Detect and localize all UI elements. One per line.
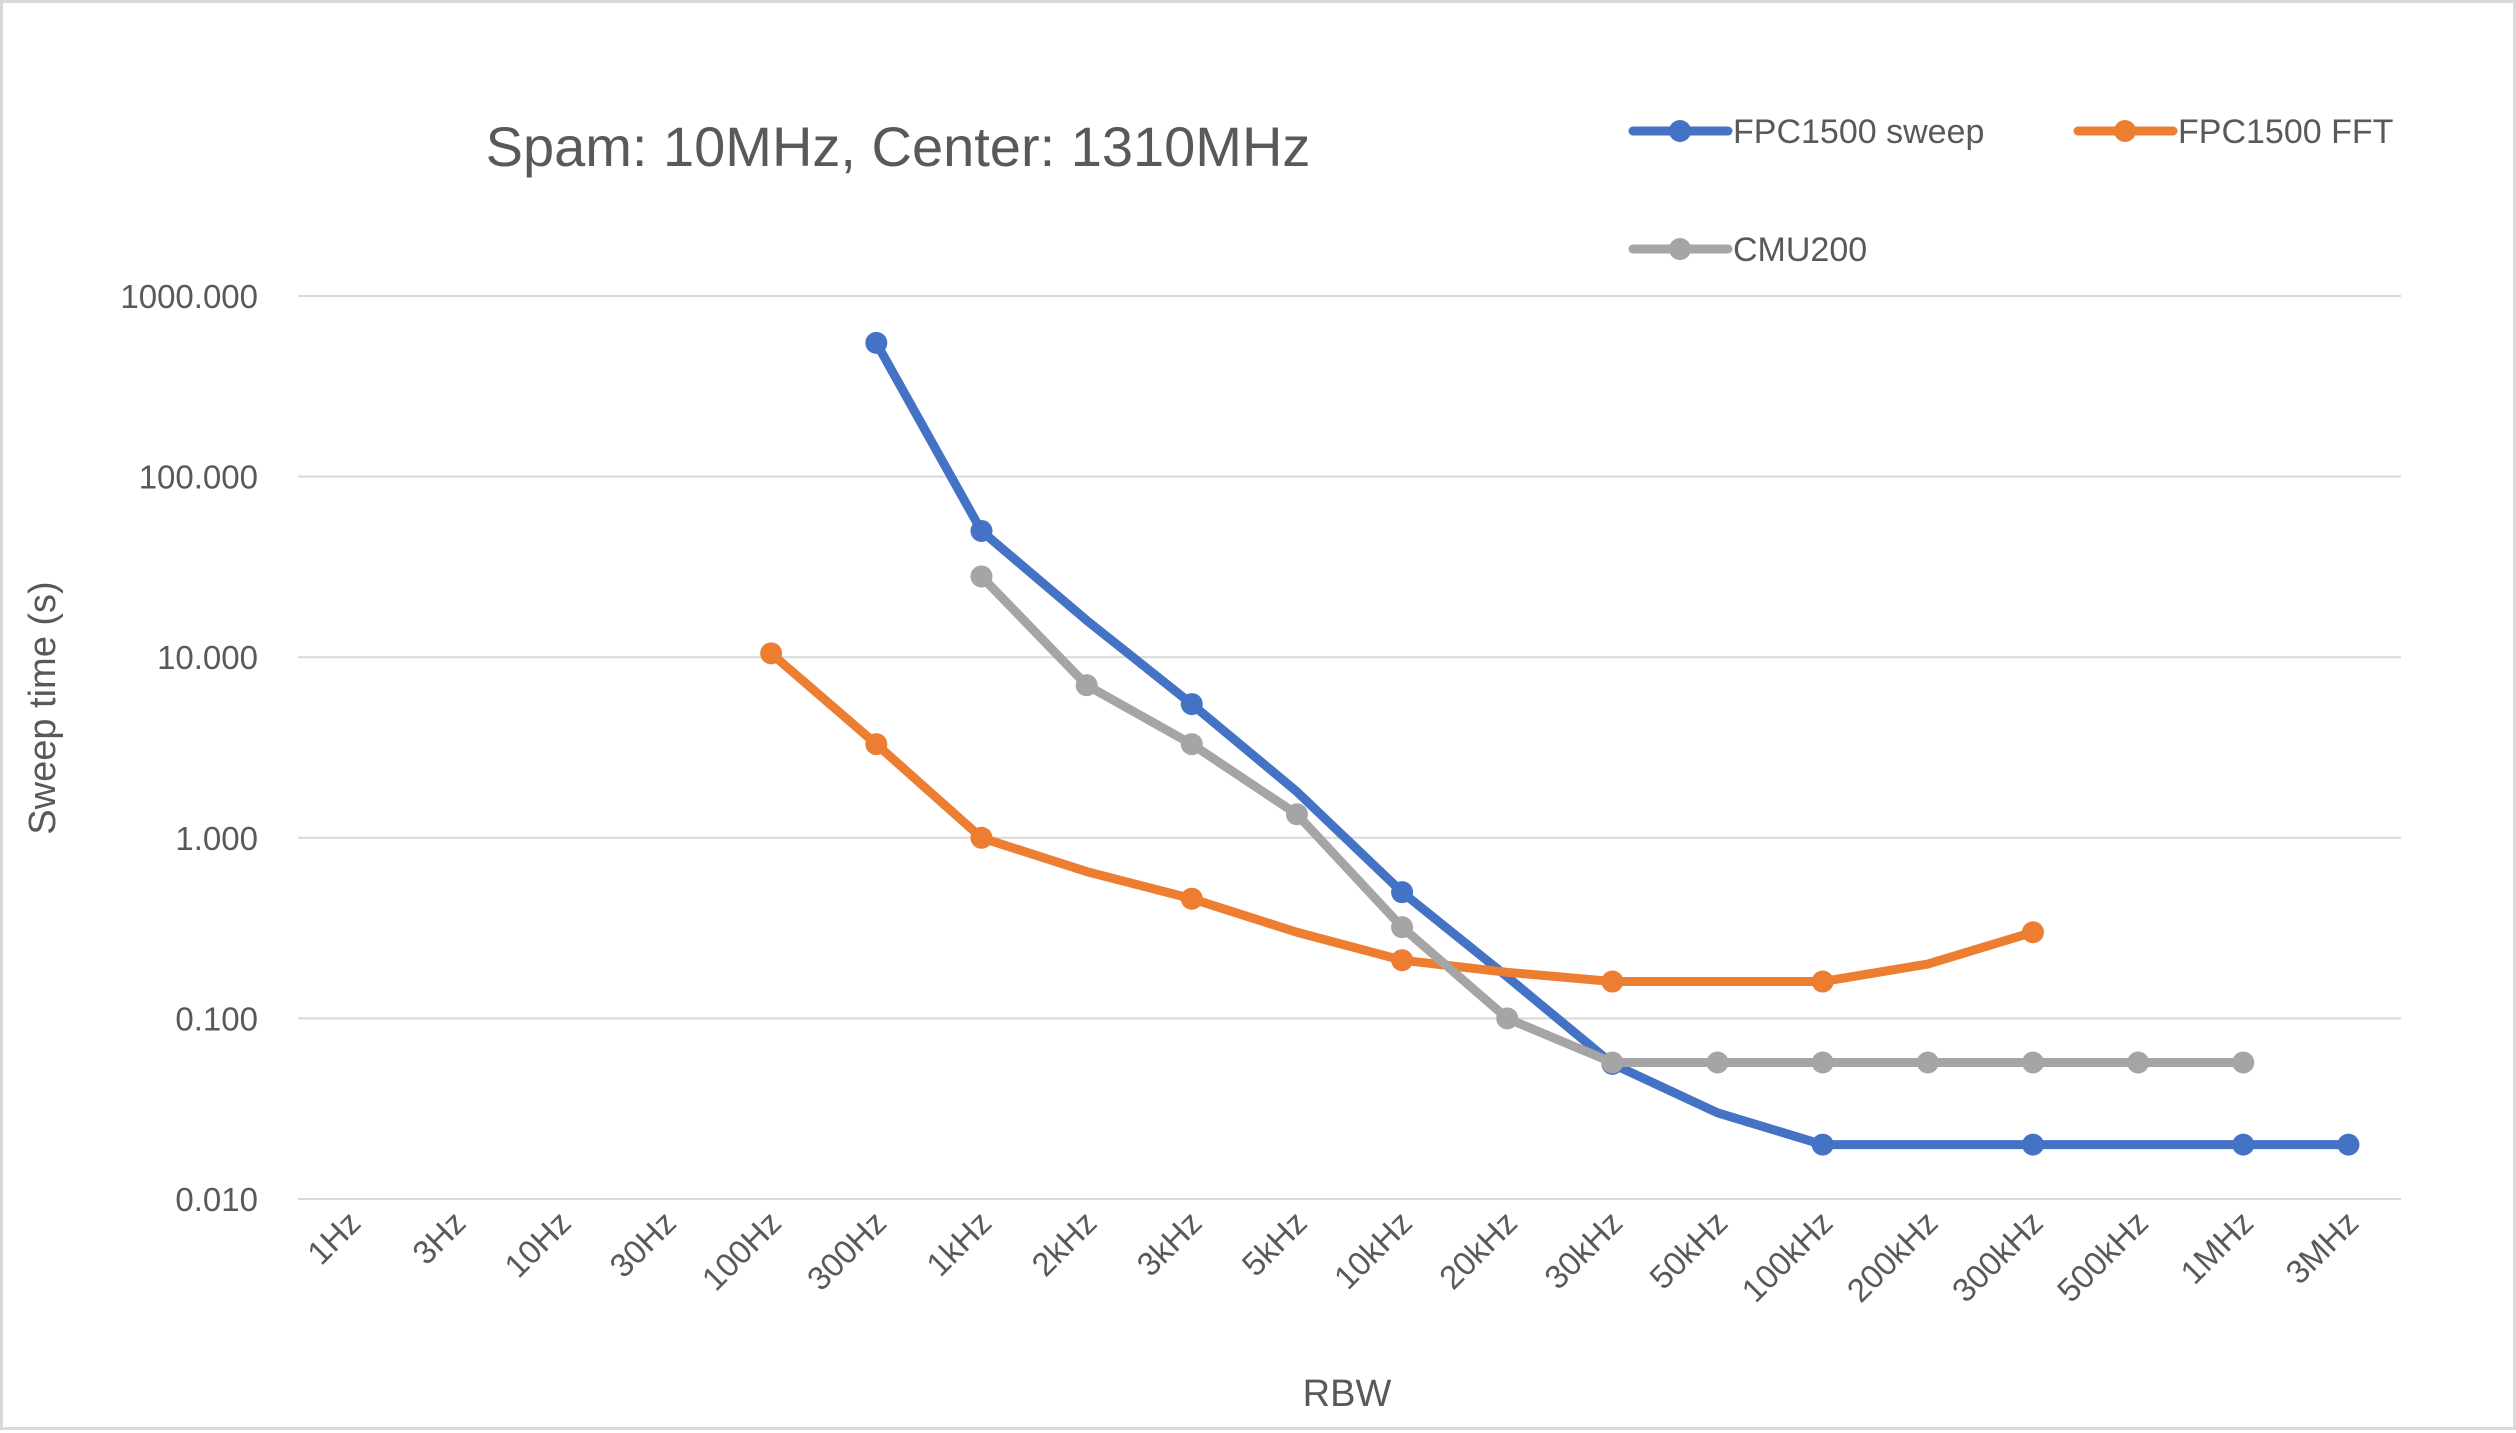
x-tick-label: 50kHz	[1642, 1204, 1734, 1296]
data-point	[865, 331, 888, 354]
y-tick-label: 10.000	[157, 639, 258, 676]
data-point	[1285, 803, 1308, 826]
data-point	[970, 565, 993, 588]
data-point	[2021, 1051, 2044, 1074]
x-tick-label: 100Hz	[695, 1204, 789, 1298]
data-point	[970, 826, 993, 849]
legend-swatch-marker	[2114, 120, 2136, 142]
series-lines	[760, 331, 2360, 1156]
chart-title: Spam: 10MHz, Center: 1310MHz	[486, 115, 1311, 178]
gridlines	[298, 295, 2401, 1200]
data-point	[1180, 887, 1203, 910]
legend-label: CMU200	[1733, 231, 1867, 269]
series-fpc1500-sweep	[865, 331, 2360, 1156]
x-tick-label: 300kHz	[1945, 1204, 2050, 1309]
y-tick-label: 0.100	[175, 1000, 258, 1037]
legend-item: FPC1500 sweep	[1628, 113, 1984, 151]
data-point	[1811, 1051, 1834, 1074]
legend-label: FPC1500 sweep	[1733, 113, 1984, 151]
x-tick-label: 100kHz	[1734, 1204, 1839, 1309]
legend: FPC1500 sweep FPC1500 FFT CMU200	[1628, 113, 2393, 269]
x-tick-label: 30kHz	[1537, 1204, 1629, 1296]
data-point	[2232, 1133, 2255, 1156]
x-tick-label: 200kHz	[1839, 1204, 1944, 1309]
data-point	[970, 519, 993, 542]
data-point	[1391, 949, 1414, 972]
x-tick-label: 3MHz	[2278, 1204, 2365, 1291]
data-point	[2021, 1133, 2044, 1156]
data-point	[1180, 693, 1203, 716]
x-tick-label: 2kHz	[1024, 1204, 1103, 1283]
data-point	[1916, 1051, 1939, 1074]
x-axis-title: RBW	[1303, 1373, 1392, 1415]
data-point	[1811, 1133, 1834, 1156]
x-axis-ticks: 1Hz 3Hz 10Hz 30Hz 100Hz 300Hz 1kHz 2kHz 3kHz 5kHz…	[300, 1204, 2366, 1309]
x-tick-label: 500kHz	[2050, 1204, 2155, 1309]
y-axis-ticks: 1000.000 100.000 10.000 1.000 0.100 0.010	[120, 278, 258, 1218]
x-tick-label: 3Hz	[405, 1204, 473, 1272]
data-point	[1811, 970, 1834, 993]
series-fpc1500-fft	[760, 642, 2044, 993]
legend-item: CMU200	[1628, 231, 1867, 269]
y-tick-label: 100.000	[139, 459, 258, 496]
y-tick-label: 1000.000	[120, 278, 258, 315]
legend-swatch-marker	[1669, 238, 1691, 260]
x-tick-label: 5kHz	[1235, 1204, 1314, 1283]
data-point	[1391, 916, 1414, 939]
series-line	[871, 338, 2353, 1150]
legend-label: FPC1500 FFT	[2178, 113, 2393, 151]
x-tick-label: 10kHz	[1327, 1204, 1419, 1296]
data-point	[1180, 733, 1203, 756]
data-point	[1706, 1051, 1729, 1074]
data-point	[865, 733, 888, 756]
legend-swatch-marker	[1669, 120, 1691, 142]
y-tick-label: 1.000	[175, 820, 258, 857]
x-tick-label: 3kHz	[1129, 1204, 1208, 1283]
data-point	[1601, 1051, 1624, 1074]
line-chart: Spam: 10MHz, Center: 1310MHz 1000.000100…	[22, 113, 2401, 1415]
x-tick-label: 1Hz	[300, 1204, 368, 1272]
data-point	[1601, 970, 1624, 993]
data-point	[2021, 921, 2044, 944]
x-tick-label: 1MHz	[2173, 1204, 2260, 1291]
series-cmu200	[970, 565, 2255, 1074]
data-point	[1075, 674, 1098, 697]
x-tick-label: 10Hz	[497, 1204, 578, 1285]
y-tick-label: 0.010	[175, 1181, 258, 1218]
y-axis-title: Sweep time (s)	[22, 581, 64, 834]
x-tick-label: 20kHz	[1432, 1204, 1524, 1296]
legend-item: FPC1500 FFT	[2073, 113, 2393, 151]
data-point	[2337, 1133, 2360, 1156]
data-point	[760, 642, 783, 665]
data-point	[2127, 1051, 2150, 1074]
x-tick-label: 30Hz	[602, 1204, 683, 1285]
x-tick-label: 1kHz	[919, 1204, 998, 1283]
data-point	[1496, 1007, 1519, 1030]
x-tick-label: 300Hz	[800, 1204, 894, 1298]
data-point	[2232, 1051, 2255, 1074]
data-point	[1391, 881, 1414, 904]
